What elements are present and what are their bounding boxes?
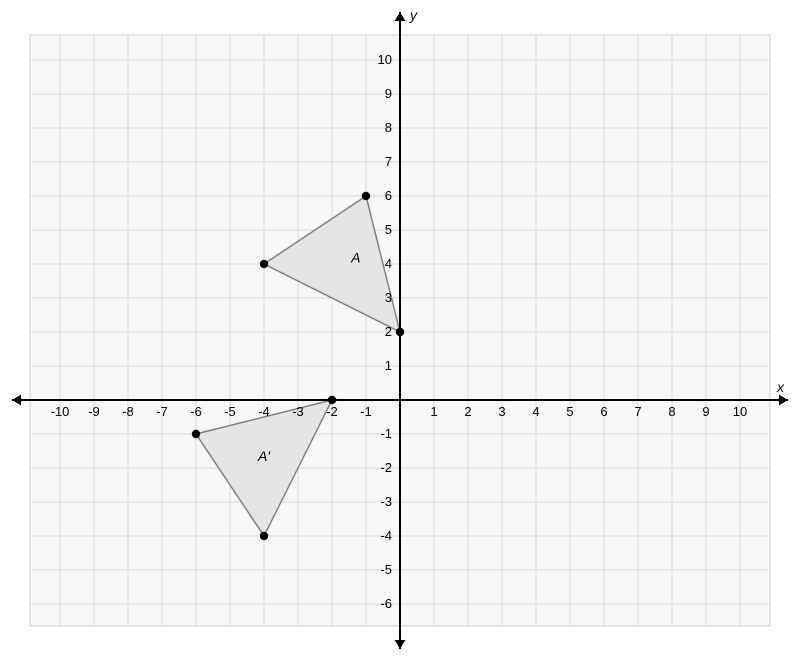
y-axis-arrow-down <box>395 640 406 649</box>
x-tick-label: 8 <box>668 404 675 419</box>
x-tick-label: -1 <box>360 404 372 419</box>
x-tick-label: -8 <box>122 404 134 419</box>
triangle-label-A: A <box>350 249 360 265</box>
y-tick-label: -2 <box>380 460 392 475</box>
y-tick-label: 8 <box>385 120 392 135</box>
x-axis-arrow-left <box>12 395 21 406</box>
x-tick-label: 2 <box>464 404 471 419</box>
vertex-point <box>260 260 268 268</box>
y-tick-label: -5 <box>380 562 392 577</box>
x-tick-label: -3 <box>292 404 304 419</box>
x-tick-label: -7 <box>156 404 168 419</box>
x-tick-label: 3 <box>498 404 505 419</box>
x-tick-label: 7 <box>634 404 641 419</box>
vertex-point <box>260 532 268 540</box>
y-tick-label: 7 <box>385 154 392 169</box>
y-tick-label: 3 <box>385 290 392 305</box>
y-tick-label: 4 <box>385 256 392 271</box>
y-tick-label: 2 <box>385 324 392 339</box>
x-tick-label: 5 <box>566 404 573 419</box>
vertex-point <box>396 328 404 336</box>
x-axis-label: x <box>776 379 785 395</box>
x-tick-label: 1 <box>430 404 437 419</box>
x-tick-label: -10 <box>51 404 70 419</box>
y-tick-label: -1 <box>380 426 392 441</box>
x-tick-label: -2 <box>326 404 338 419</box>
y-tick-label: -4 <box>380 528 392 543</box>
y-tick-label: 10 <box>378 52 392 67</box>
y-tick-label: 6 <box>385 188 392 203</box>
y-axis-label: y <box>409 7 418 23</box>
y-tick-label: -3 <box>380 494 392 509</box>
x-tick-label: -5 <box>224 404 236 419</box>
y-tick-label: -6 <box>380 596 392 611</box>
x-tick-label: 6 <box>600 404 607 419</box>
coordinate-plane: -10 -9 -8 -7 -6 -5 -4 -3 -2 -1 1 2 3 4 5 6 7 8 9 10 -6 -5 -4 -3… <box>0 0 800 661</box>
y-axis-arrow-up <box>395 12 406 21</box>
x-tick-label: 10 <box>733 404 747 419</box>
y-tick-label: 5 <box>385 222 392 237</box>
y-tick-label: 9 <box>385 86 392 101</box>
y-tick-label: 1 <box>385 358 392 373</box>
x-axis-arrow-right <box>779 395 788 406</box>
x-tick-label: 4 <box>532 404 539 419</box>
chart-container: -10 -9 -8 -7 -6 -5 -4 -3 -2 -1 1 2 3 4 5 6 7 8 9 10 -6 -5 -4 -3… <box>0 0 800 661</box>
vertex-point <box>362 192 370 200</box>
vertex-point <box>192 430 200 438</box>
x-tick-label: 9 <box>702 404 709 419</box>
x-tick-label: -6 <box>190 404 202 419</box>
x-tick-label: -4 <box>258 404 270 419</box>
triangle-label-A-prime: A′ <box>257 448 271 464</box>
vertex-point <box>328 396 336 404</box>
x-tick-label: -9 <box>88 404 100 419</box>
